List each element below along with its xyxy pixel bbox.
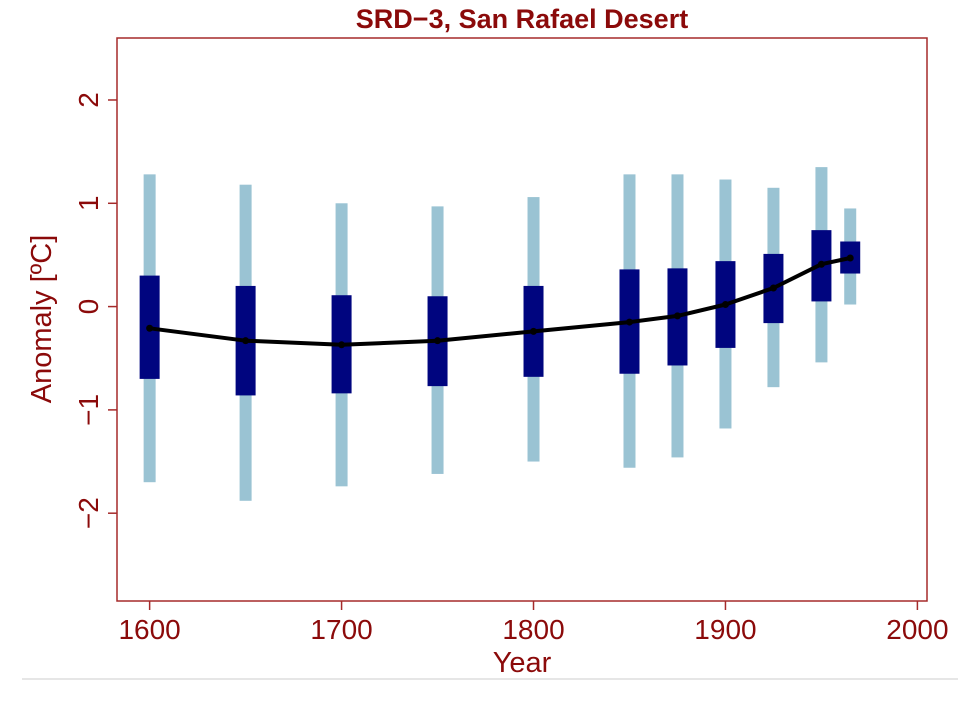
x-tick-label: 1800 (502, 614, 564, 645)
y-tick-label: 2 (73, 92, 104, 108)
y-tick-label: −1 (73, 394, 104, 426)
center-point (673, 312, 681, 320)
center-point (530, 327, 538, 335)
y-axis-label: Anomaly [ºC] (26, 235, 58, 404)
chart-title: SRD−3, San Rafael Desert (356, 4, 688, 34)
center-point (721, 301, 729, 309)
y-tick-label: 0 (73, 299, 104, 315)
center-point (146, 324, 154, 332)
y-tick-label: −2 (73, 497, 104, 529)
y-axis: 2 1 0 −1 −2 (73, 92, 117, 529)
x-tick-label: 2000 (886, 614, 948, 645)
center-point (338, 341, 346, 349)
center-point (242, 337, 250, 345)
center-point (434, 337, 442, 345)
x-tick-label: 1700 (310, 614, 372, 645)
center-point (817, 260, 825, 268)
x-axis-label: Year (493, 647, 552, 679)
x-tick-label: 1600 (118, 614, 180, 645)
x-axis: 1600 1700 1800 1900 2000 (118, 601, 949, 645)
center-point (846, 254, 854, 262)
center-points (146, 254, 854, 349)
x-tick-label: 1900 (694, 614, 756, 645)
plot-frame (116, 37, 928, 602)
y-tick-label: 1 (73, 195, 104, 211)
center-point (625, 318, 633, 326)
center-point (769, 284, 777, 292)
